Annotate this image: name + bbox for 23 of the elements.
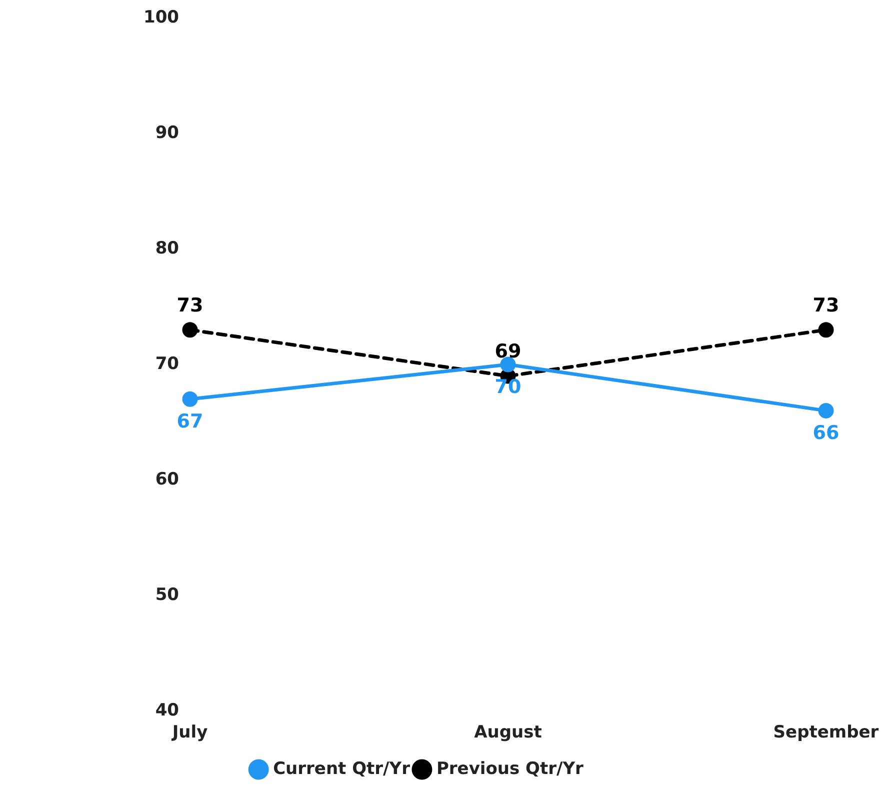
y-tick-label: 80 bbox=[155, 238, 180, 258]
y-tick-label: 50 bbox=[155, 584, 180, 605]
point bbox=[818, 322, 834, 338]
legend-label: Current Qtr/Yr bbox=[273, 758, 411, 779]
point bbox=[818, 402, 834, 418]
y-tick-label: 70 bbox=[155, 354, 180, 374]
y-tick-label: 40 bbox=[155, 700, 180, 720]
data-label: 67 bbox=[176, 410, 204, 433]
point bbox=[500, 356, 516, 372]
data-label: 66 bbox=[812, 422, 840, 444]
data-label: 73 bbox=[176, 294, 204, 316]
data-label: 69 bbox=[494, 340, 522, 362]
data-label: 70 bbox=[494, 376, 522, 398]
point bbox=[182, 322, 198, 338]
x-tick-label: July bbox=[171, 722, 208, 743]
point bbox=[182, 391, 198, 407]
data-label: 73 bbox=[812, 294, 840, 316]
y-tick-label: 90 bbox=[155, 122, 180, 143]
legend-label: Previous Qtr/Yr bbox=[436, 758, 584, 779]
x-tick-label: August bbox=[474, 722, 542, 743]
y-tick-label: 60 bbox=[155, 469, 180, 490]
y-tick-label: 100 bbox=[144, 7, 180, 28]
x-tick-label: September bbox=[773, 722, 880, 743]
